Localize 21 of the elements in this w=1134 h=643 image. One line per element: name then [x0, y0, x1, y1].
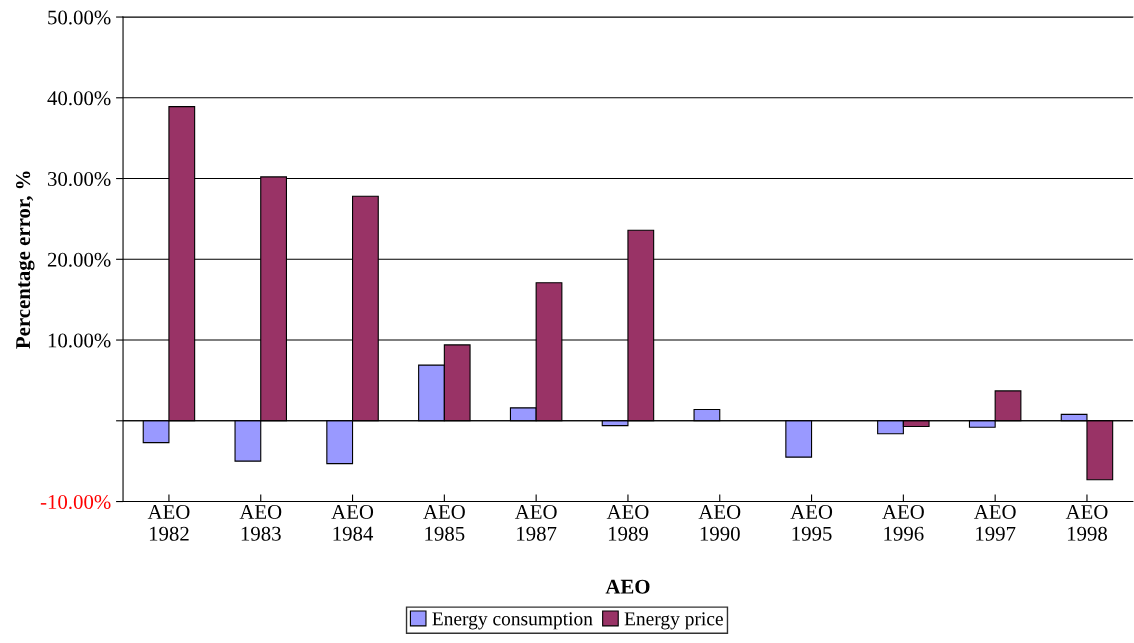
x-tick-label: AEO 1998 [1065, 504, 1108, 541]
x-tick-label: AEO 1996 [882, 504, 924, 541]
x-tick-label: AEO 1997 [973, 504, 1016, 541]
y-tick-label: 30.00% [48, 171, 111, 187]
x-tick-label: AEO 1989 [606, 504, 649, 541]
x-axis-title: AEO [605, 579, 650, 594]
y-tick-label: 10.00% [48, 333, 111, 348]
x-tick-label: AEO 1987 [514, 504, 557, 541]
legend-label: Energy consumption [432, 612, 593, 630]
y-tick-label: 40.00% [47, 91, 111, 106]
x-tick-label: AEO 1984 [331, 504, 374, 541]
x-tick-label: AEO 1983 [239, 504, 282, 541]
y-tick-label: 50.00% [48, 10, 111, 25]
x-tick-label: AEO 1990 [698, 504, 741, 541]
x-tick-label: AEO 1982 [147, 504, 190, 541]
x-tick-label: AEO 1985 [423, 504, 465, 541]
y-axis-title: Percentage error, % [16, 171, 35, 349]
legend-label: Energy price [624, 612, 723, 630]
x-tick-label: AEO 1995 [790, 504, 833, 541]
y-tick-label: 20.00% [47, 252, 111, 267]
y-tick-label: -10.00% [40, 494, 111, 510]
